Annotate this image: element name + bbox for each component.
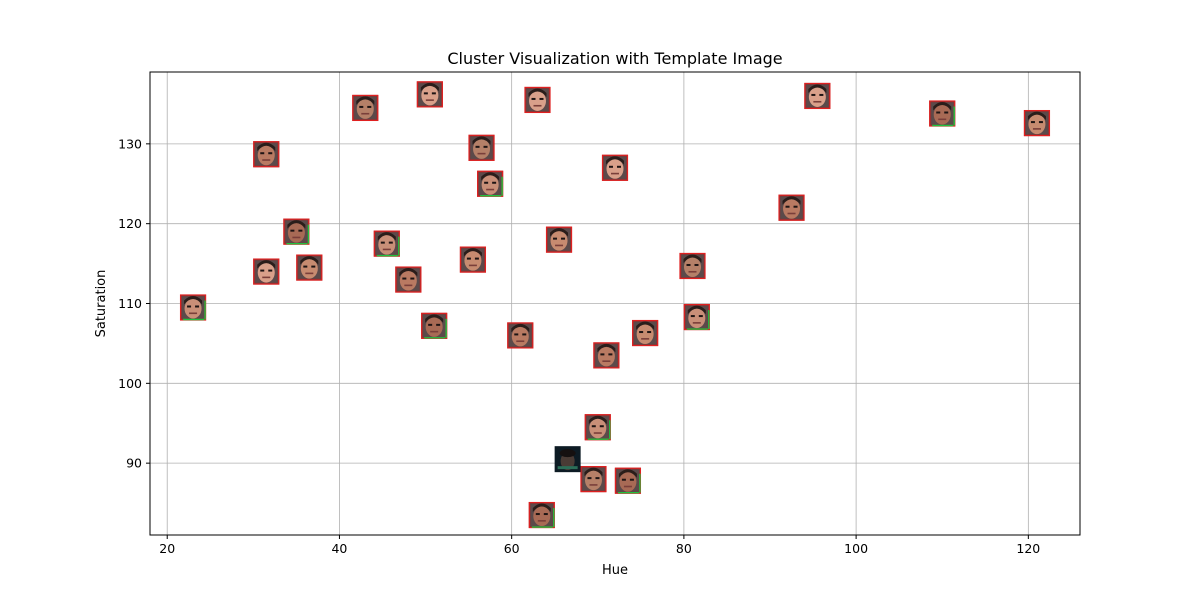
- face-thumbnail-marker: [601, 154, 629, 181]
- face-thumbnail-marker: [507, 322, 534, 349]
- face-thumbnail-marker: [468, 134, 495, 161]
- face-thumbnail-marker: [593, 342, 620, 369]
- x-tick-label: 60: [504, 541, 520, 556]
- x-tick-label: 40: [331, 541, 347, 556]
- axis-ticks: 20 40 60 80 100 120 90 100 110 120 130: [118, 136, 1040, 556]
- y-tick-label: 100: [118, 376, 142, 391]
- template-image-marker: [554, 446, 581, 473]
- face-thumbnail-marker: [421, 312, 448, 339]
- x-tick-label: 80: [676, 541, 692, 556]
- face-thumbnail-marker: [296, 254, 323, 281]
- y-tick-label: 110: [118, 296, 142, 311]
- face-thumbnail-marker: [373, 230, 400, 257]
- face-thumbnail-marker: [253, 141, 280, 168]
- x-tick-label: 20: [159, 541, 175, 556]
- face-thumbnail-marker: [804, 82, 831, 110]
- face-thumbnail-marker: [683, 303, 710, 331]
- face-thumbnail-marker: [580, 466, 607, 493]
- face-thumbnail-marker: [179, 294, 207, 321]
- x-tick-label: 100: [844, 541, 868, 556]
- face-thumbnail-marker: [524, 86, 551, 114]
- y-tick-label: 120: [118, 216, 142, 231]
- grid-lines: [150, 72, 1080, 535]
- y-axis-label: Saturation: [94, 270, 109, 338]
- face-thumbnail-marker: [528, 501, 555, 529]
- face-thumbnail-marker: [477, 170, 504, 197]
- face-thumbnail-marker: [679, 252, 706, 280]
- face-thumbnail-marker: [253, 258, 280, 285]
- face-thumbnail-marker: [778, 194, 805, 221]
- data-points: [179, 81, 1051, 529]
- face-thumbnail-marker: [283, 218, 310, 245]
- face-thumbnail-marker: [545, 226, 573, 253]
- face-thumbnail-marker: [1023, 109, 1051, 137]
- face-thumbnail-marker: [614, 467, 642, 494]
- y-tick-label: 130: [118, 136, 142, 151]
- y-tick-label: 90: [126, 456, 142, 471]
- x-axis-label: Hue: [602, 563, 628, 578]
- face-thumbnail-marker: [395, 266, 422, 293]
- face-thumbnail-marker: [929, 100, 956, 127]
- face-thumbnail-marker: [459, 246, 487, 273]
- face-thumbnail-marker: [352, 94, 379, 122]
- x-tick-label: 120: [1016, 541, 1040, 556]
- chart-title: Cluster Visualization with Template Imag…: [447, 49, 782, 68]
- face-thumbnail-marker: [416, 81, 443, 108]
- face-thumbnail-marker: [584, 414, 611, 441]
- face-thumbnail-marker: [632, 319, 659, 347]
